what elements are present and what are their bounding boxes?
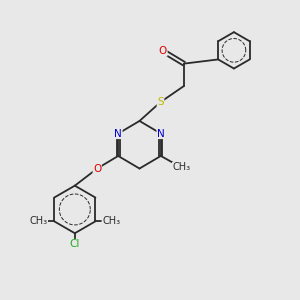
Text: O: O xyxy=(93,164,101,173)
Text: Cl: Cl xyxy=(70,239,80,249)
Text: CH₃: CH₃ xyxy=(102,216,120,226)
Text: S: S xyxy=(157,97,164,107)
Text: CH₃: CH₃ xyxy=(172,163,190,172)
Text: N: N xyxy=(157,129,165,139)
Text: CH₃: CH₃ xyxy=(29,216,48,226)
Text: N: N xyxy=(114,129,122,139)
Text: O: O xyxy=(159,46,167,56)
